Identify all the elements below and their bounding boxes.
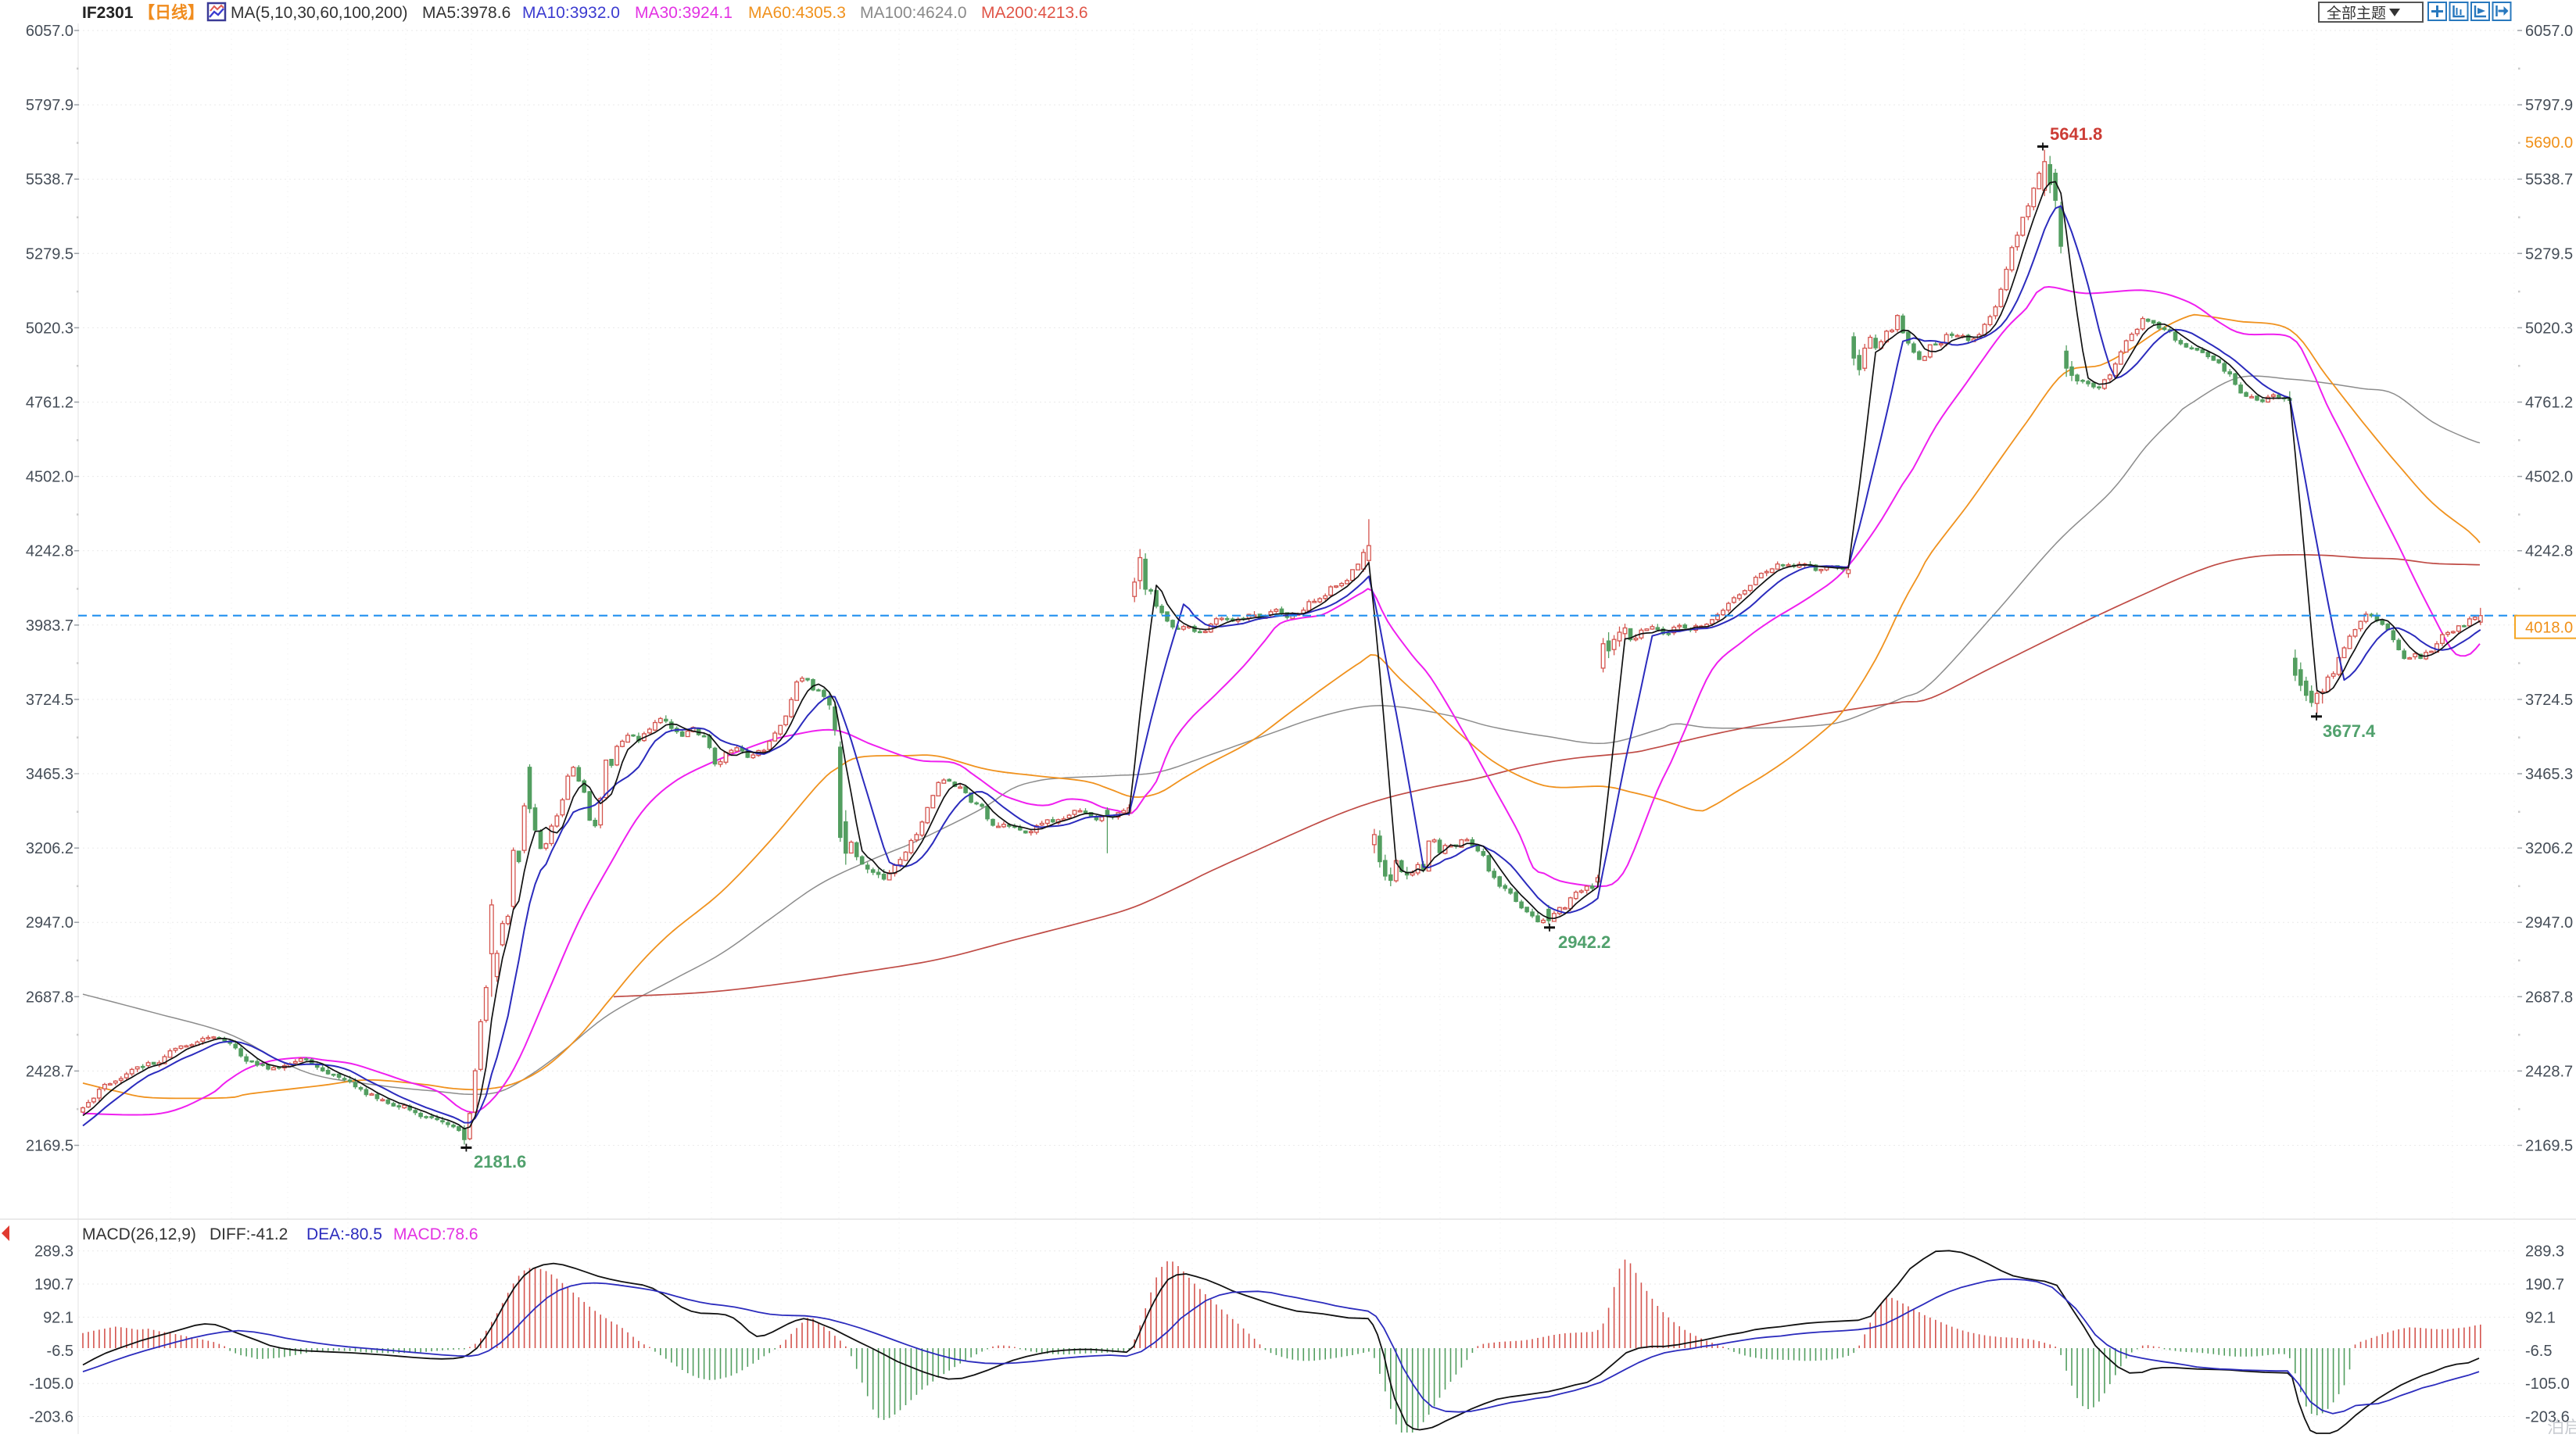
- svg-text:全部主题: 全部主题: [2327, 5, 2386, 22]
- svg-text:MA100:4624.0: MA100:4624.0: [860, 4, 967, 22]
- svg-text:2169.5: 2169.5: [26, 1138, 73, 1155]
- svg-text:190.7: 190.7: [34, 1276, 73, 1293]
- svg-text:2428.7: 2428.7: [2525, 1063, 2573, 1080]
- svg-text:MACD:78.6: MACD:78.6: [393, 1225, 478, 1243]
- svg-text:【日线】: 【日线】: [138, 3, 204, 22]
- svg-text:MACD(26,12,9): MACD(26,12,9): [82, 1225, 196, 1243]
- svg-text:3465.3: 3465.3: [2525, 766, 2573, 783]
- svg-text:3983.7: 3983.7: [26, 617, 73, 635]
- svg-text:2687.8: 2687.8: [26, 989, 73, 1006]
- svg-text:3206.2: 3206.2: [26, 840, 73, 857]
- svg-text:MA200:4213.6: MA200:4213.6: [981, 4, 1088, 22]
- svg-text:2947.0: 2947.0: [26, 914, 73, 932]
- svg-text:3724.5: 3724.5: [2525, 692, 2573, 709]
- svg-text:4502.0: 4502.0: [2525, 469, 2573, 486]
- svg-text:MA(5,10,30,60,100,200): MA(5,10,30,60,100,200): [231, 4, 408, 22]
- svg-text:5797.9: 5797.9: [26, 97, 73, 114]
- svg-text:-203.6: -203.6: [29, 1409, 73, 1426]
- svg-text:MA10:3932.0: MA10:3932.0: [522, 4, 620, 22]
- svg-text:4242.8: 4242.8: [2525, 543, 2573, 560]
- svg-text:2428.7: 2428.7: [26, 1063, 73, 1080]
- svg-text:2942.2: 2942.2: [1558, 932, 1610, 952]
- svg-text:5538.7: 5538.7: [2525, 171, 2573, 188]
- svg-text:MA60:4305.3: MA60:4305.3: [748, 4, 846, 22]
- svg-text:6057.0: 6057.0: [26, 23, 73, 40]
- svg-text:DEA:-80.5: DEA:-80.5: [306, 1225, 382, 1243]
- svg-text:-203.6: -203.6: [2525, 1409, 2570, 1426]
- svg-text:4018.0: 4018.0: [2525, 620, 2573, 637]
- svg-text:3677.4: 3677.4: [2323, 721, 2376, 741]
- svg-text:6057.0: 6057.0: [2525, 23, 2573, 40]
- svg-text:5279.5: 5279.5: [2525, 245, 2573, 263]
- svg-text:4502.0: 4502.0: [26, 469, 73, 486]
- svg-text:4761.2: 4761.2: [26, 395, 73, 412]
- svg-text:5020.3: 5020.3: [2525, 320, 2573, 337]
- svg-text:MA5:3978.6: MA5:3978.6: [422, 4, 511, 22]
- svg-text:289.3: 289.3: [2525, 1243, 2564, 1261]
- svg-text:-105.0: -105.0: [2525, 1375, 2570, 1393]
- svg-text:-105.0: -105.0: [29, 1375, 73, 1393]
- svg-text:5538.7: 5538.7: [26, 171, 73, 188]
- svg-text:4242.8: 4242.8: [26, 543, 73, 560]
- svg-text:-6.5: -6.5: [2525, 1343, 2552, 1360]
- svg-text:2687.8: 2687.8: [2525, 989, 2573, 1006]
- svg-text:2947.0: 2947.0: [2525, 914, 2573, 932]
- svg-text:2181.6: 2181.6: [474, 1152, 526, 1172]
- svg-text:92.1: 92.1: [43, 1309, 73, 1326]
- svg-text:92.1: 92.1: [2525, 1309, 2556, 1326]
- svg-text:190.7: 190.7: [2525, 1276, 2564, 1293]
- svg-text:IF2301: IF2301: [82, 4, 134, 22]
- svg-text:3206.2: 3206.2: [2525, 840, 2573, 857]
- svg-text:DIFF:-41.2: DIFF:-41.2: [210, 1225, 288, 1243]
- svg-text:-6.5: -6.5: [47, 1343, 73, 1360]
- svg-text:5797.9: 5797.9: [2525, 97, 2573, 114]
- svg-text:5020.3: 5020.3: [26, 320, 73, 337]
- svg-text:289.3: 289.3: [34, 1243, 73, 1261]
- svg-text:3465.3: 3465.3: [26, 766, 73, 783]
- svg-text:5641.8: 5641.8: [2050, 124, 2102, 144]
- svg-text:4761.2: 4761.2: [2525, 395, 2573, 412]
- svg-text:2169.5: 2169.5: [2525, 1138, 2573, 1155]
- svg-text:MA30:3924.1: MA30:3924.1: [635, 4, 733, 22]
- svg-text:5690.0: 5690.0: [2525, 134, 2573, 152]
- svg-text:5279.5: 5279.5: [26, 245, 73, 263]
- svg-text:泊启: 泊启: [2547, 1418, 2576, 1434]
- svg-text:3724.5: 3724.5: [26, 692, 73, 709]
